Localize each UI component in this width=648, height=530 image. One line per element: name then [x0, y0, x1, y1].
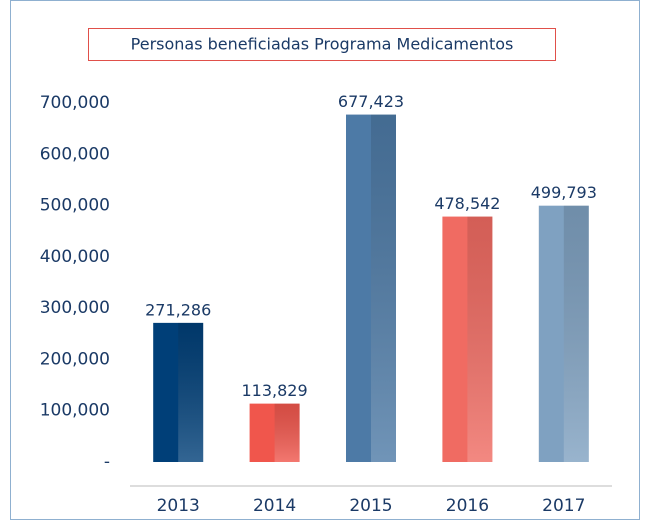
bar-shade [178, 322, 204, 462]
value-label: 499,793 [531, 183, 597, 202]
value-label: 113,829 [242, 381, 308, 400]
y-tick-label: - [104, 452, 110, 472]
value-label: 677,423 [338, 92, 404, 111]
x-tick-label: 2017 [542, 496, 585, 516]
bar-shade [371, 114, 396, 463]
y-tick-label: 200,000 [40, 349, 110, 369]
x-tick-label: 2013 [157, 496, 200, 516]
chart-title: Personas beneficiadas Programa Medicamen… [131, 35, 514, 54]
y-tick-label: 400,000 [40, 247, 110, 267]
y-tick-label: 500,000 [40, 196, 110, 216]
bar-shade [274, 403, 300, 462]
title-box [88, 28, 556, 61]
value-label: 478,542 [434, 194, 500, 213]
frame [10, 0, 640, 520]
value-label: 271,286 [145, 300, 211, 319]
x-tick-label: 2014 [253, 496, 296, 516]
y-tick-label: 700,000 [40, 93, 110, 113]
y-tick-label: 100,000 [40, 401, 110, 421]
y-tick-label: 300,000 [40, 298, 110, 318]
x-tick-label: 2015 [349, 496, 392, 516]
y-tick-label: 600,000 [40, 144, 110, 164]
x-tick-label: 2016 [446, 496, 489, 516]
bar-shade [467, 216, 493, 462]
bar-shade [563, 205, 589, 462]
